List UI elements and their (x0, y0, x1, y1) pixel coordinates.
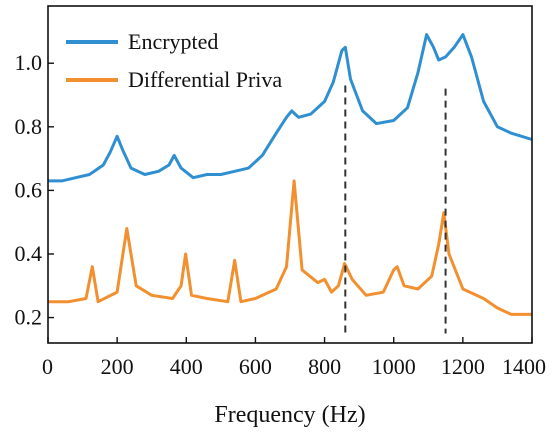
x-tick-label: 600 (239, 354, 272, 379)
y-axis: 0.2 0.4 0.6 0.8 1.0 (15, 50, 54, 330)
y-tick-label: 0.8 (15, 114, 43, 139)
y-tick-label: 0.6 (15, 177, 43, 202)
x-tick-label: 1200 (441, 354, 485, 379)
legend-label-encrypted: Encrypted (128, 29, 218, 54)
x-tick-label: 400 (170, 354, 203, 379)
legend-label-differential-privacy: Differential Priva (128, 67, 282, 92)
x-axis: 0 200 400 600 800 1000 1200 1400 (42, 337, 546, 379)
x-tick-label: 1000 (372, 354, 416, 379)
series-line-differential-privacy (48, 179, 532, 316)
x-tick-label: 0 (42, 354, 53, 379)
plot-frame (47, 5, 533, 344)
plot-content (48, 33, 533, 334)
x-tick-label: 1400 (502, 354, 546, 379)
y-tick-label: 1.0 (15, 50, 43, 75)
y-tick-label: 0.2 (15, 305, 43, 330)
x-tick-label: 800 (308, 354, 341, 379)
x-axis-title: Frequency (Hz) (214, 402, 365, 428)
x-tick-label: 200 (101, 354, 134, 379)
series-line-encrypted (48, 33, 533, 183)
legend: Encrypted Differential Priva (66, 29, 282, 92)
y-tick-label: 0.4 (15, 241, 43, 266)
